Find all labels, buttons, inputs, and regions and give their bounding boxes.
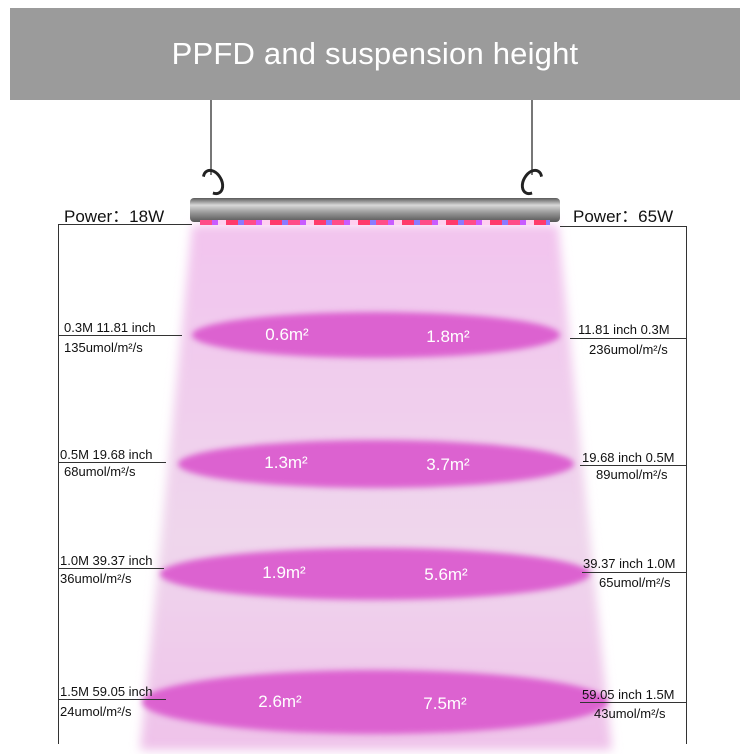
led-strip (200, 220, 550, 225)
coverage-spot-1 (192, 312, 560, 358)
divider (58, 335, 182, 336)
divider (580, 702, 686, 703)
ppfd-label-right: 236umol/m²/s (589, 342, 668, 357)
height-label-right: 59.05 inch 1.5M (582, 687, 675, 702)
height-label-right: 39.37 inch 1.0M (583, 556, 676, 571)
divider (686, 226, 687, 744)
divider (58, 699, 166, 700)
height-label-right: 19.68 inch 0.5M (582, 450, 675, 465)
height-label-left: 0.5M 19.68 inch (60, 447, 153, 462)
divider (580, 465, 686, 466)
area-label: 7.5m² (423, 694, 467, 713)
suspension-wire-right (531, 100, 533, 175)
area-label: 1.9m² (262, 563, 306, 582)
ppfd-label-left: 24umol/m²/s (60, 704, 132, 719)
ppfd-label-left: 68umol/m²/s (64, 464, 136, 479)
divider (58, 568, 164, 569)
suspension-wire-left (210, 100, 212, 175)
divider (58, 224, 59, 744)
height-label-right: 11.81 inch 0.3M (578, 322, 670, 337)
area-label: 1.3m² (264, 453, 308, 472)
page-title: PPFD and suspension height (171, 36, 579, 71)
divider (58, 462, 166, 463)
coverage-spot-3 (160, 548, 590, 600)
divider (582, 572, 686, 573)
area-label: 0.6m² (265, 325, 309, 344)
ppfd-label-left: 135umol/m²/s (64, 340, 143, 355)
title-bar: PPFD and suspension height (10, 8, 740, 100)
divider (560, 226, 687, 227)
coverage-spot-2 (178, 440, 574, 488)
ppfd-label-right: 65umol/m²/s (599, 575, 671, 590)
ppfd-label-right: 43umol/m²/s (594, 706, 666, 721)
grow-light-bar (190, 198, 560, 222)
power-left: Power：18W (64, 207, 165, 226)
area-label: 5.6m² (424, 565, 468, 584)
ppfd-label-left: 36umol/m²/s (60, 571, 132, 586)
area-label: 3.7m² (426, 455, 470, 474)
height-label-left: 0.3M 11.81 inch (64, 320, 156, 335)
divider (570, 338, 686, 339)
height-label-left: 1.0M 39.37 inch (60, 553, 153, 568)
power-right: Power：65W (573, 207, 674, 226)
ppfd-label-right: 89umol/m²/s (596, 467, 668, 482)
coverage-spot-4 (142, 670, 608, 734)
area-label: 1.8m² (426, 327, 470, 346)
area-label: 2.6m² (258, 692, 302, 711)
height-label-left: 1.5M 59.05 inch (60, 684, 153, 699)
divider (58, 224, 192, 225)
